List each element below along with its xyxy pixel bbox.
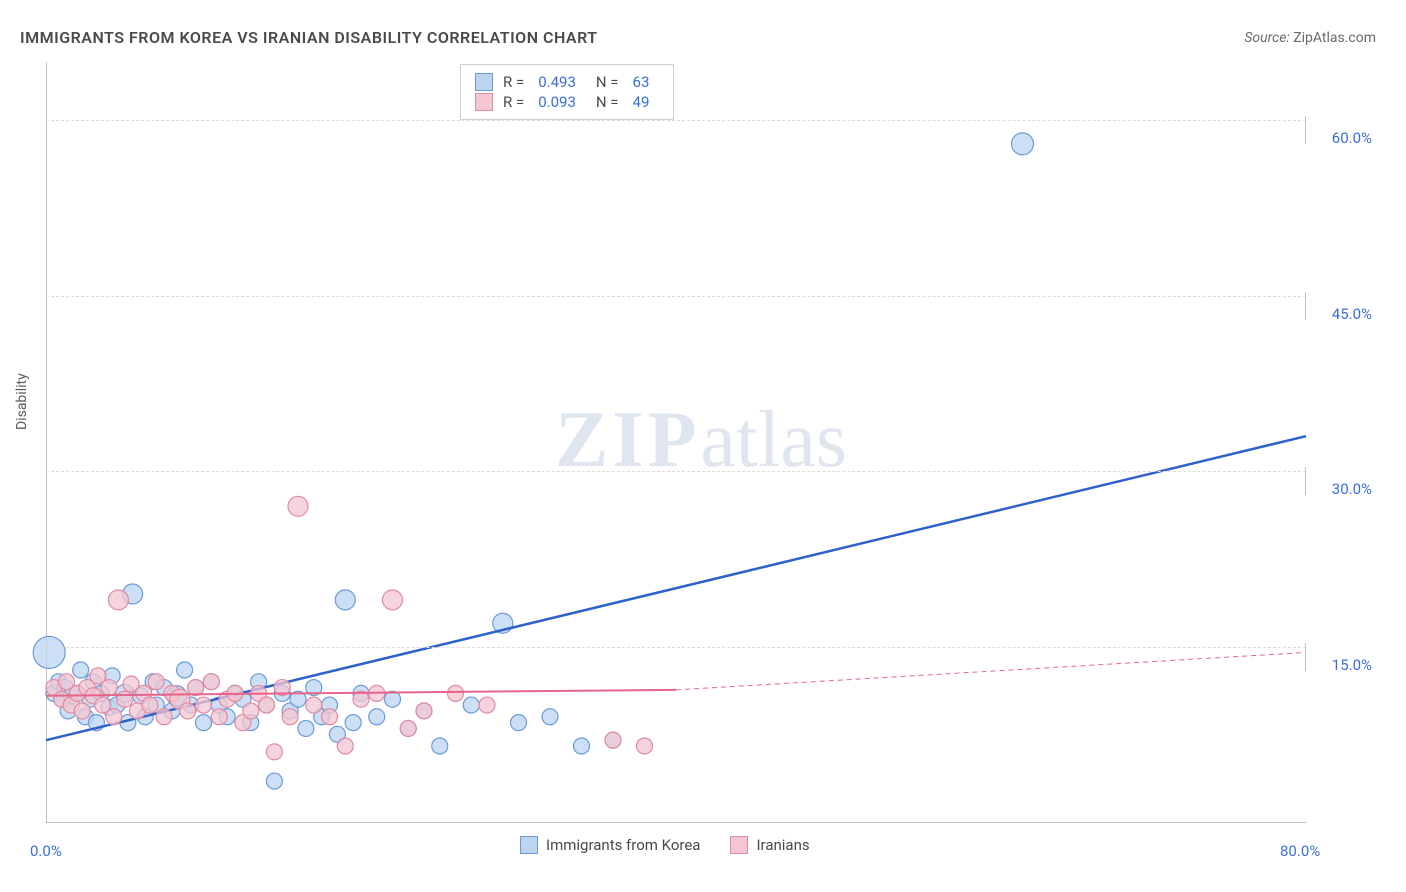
y-tick-mark xyxy=(1305,467,1306,495)
scatter-point xyxy=(117,691,133,707)
r-value: 0.493 xyxy=(538,73,576,91)
x-tick-label: 80.0% xyxy=(1280,842,1320,860)
y-tick-mark xyxy=(1305,643,1306,671)
scatter-point xyxy=(335,590,355,610)
legend-row: R = 0.093 N = 49 xyxy=(475,93,659,111)
scatter-point xyxy=(106,709,122,725)
scatter-point xyxy=(243,703,259,719)
scatter-point xyxy=(479,697,495,713)
scatter-point xyxy=(448,685,464,701)
gridline xyxy=(46,647,1306,648)
scatter-point xyxy=(605,732,621,748)
x-tick-label: 0.0% xyxy=(30,842,62,860)
series-legend-item: Immigrants from Korea xyxy=(520,836,700,854)
y-tick-mark xyxy=(1305,116,1306,144)
y-tick-label: 15.0% xyxy=(1332,656,1372,674)
series-legend: Immigrants from Korea Iranians xyxy=(520,836,810,854)
scatter-point xyxy=(345,715,361,731)
scatter-point xyxy=(574,738,590,754)
scatter-point xyxy=(369,709,385,725)
scatter-point xyxy=(196,715,212,731)
scatter-point xyxy=(203,674,219,690)
n-label: N = xyxy=(596,73,619,91)
scatter-point xyxy=(101,680,117,696)
scatter-point xyxy=(637,738,653,754)
x-axis-line xyxy=(46,822,1306,823)
scatter-point xyxy=(383,590,403,610)
scatter-point xyxy=(385,691,401,707)
legend-swatch xyxy=(730,836,748,854)
scatter-point xyxy=(177,662,193,678)
scatter-point xyxy=(74,703,90,719)
legend-swatch xyxy=(520,836,538,854)
scatter-point xyxy=(298,720,314,736)
scatter-point xyxy=(188,680,204,696)
scatter-point xyxy=(511,715,527,731)
scatter-point xyxy=(108,590,128,610)
series-label: Immigrants from Korea xyxy=(546,836,700,854)
scatter-point xyxy=(400,720,416,736)
n-label: N = xyxy=(596,93,619,111)
scatter-point xyxy=(259,697,275,713)
legend-swatch xyxy=(475,73,493,91)
scatter-point xyxy=(337,738,353,754)
series-legend-item: Iranians xyxy=(730,836,809,854)
r-value: 0.093 xyxy=(538,93,576,111)
chart-title: IMMIGRANTS FROM KOREA VS IRANIAN DISABIL… xyxy=(20,28,598,47)
n-value: 49 xyxy=(633,93,650,111)
trend-line-extended xyxy=(676,652,1306,689)
gridline xyxy=(46,120,1306,121)
scatter-point xyxy=(542,709,558,725)
legend-row: R = 0.493 N = 63 xyxy=(475,73,659,91)
scatter-point xyxy=(282,709,298,725)
scatter-point xyxy=(306,697,322,713)
scatter-point xyxy=(211,709,227,725)
y-tick-mark xyxy=(1305,292,1306,320)
y-tick-label: 30.0% xyxy=(1332,480,1372,498)
source-name: ZipAtlas.com xyxy=(1293,30,1376,46)
scatter-point xyxy=(416,703,432,719)
scatter-point xyxy=(73,662,89,678)
source-attribution: Source: ZipAtlas.com xyxy=(1244,30,1376,46)
n-value: 63 xyxy=(633,73,650,91)
scatter-point xyxy=(148,674,164,690)
y-tick-label: 45.0% xyxy=(1332,305,1372,323)
scatter-point xyxy=(288,496,308,516)
source-label: Source: xyxy=(1244,30,1293,46)
y-axis-label: Disability xyxy=(14,373,30,430)
y-tick-label: 60.0% xyxy=(1332,129,1372,147)
scatter-point xyxy=(196,697,212,713)
scatter-point xyxy=(322,709,338,725)
gridline xyxy=(46,296,1306,297)
scatter-point xyxy=(156,709,172,725)
scatter-point xyxy=(1012,133,1034,155)
scatter-point xyxy=(432,738,448,754)
gridline xyxy=(46,471,1306,472)
legend-swatch xyxy=(475,93,493,111)
r-label: R = xyxy=(503,93,524,111)
series-label: Iranians xyxy=(756,836,809,854)
scatter-point xyxy=(463,697,479,713)
scatter-plot xyxy=(46,62,1306,822)
scatter-point xyxy=(180,703,196,719)
scatter-point xyxy=(266,744,282,760)
correlation-legend: R = 0.493 N = 63 R = 0.093 N = 49 xyxy=(460,64,674,120)
r-label: R = xyxy=(503,73,524,91)
scatter-point xyxy=(142,697,158,713)
scatter-point xyxy=(266,773,282,789)
scatter-point xyxy=(33,636,65,668)
